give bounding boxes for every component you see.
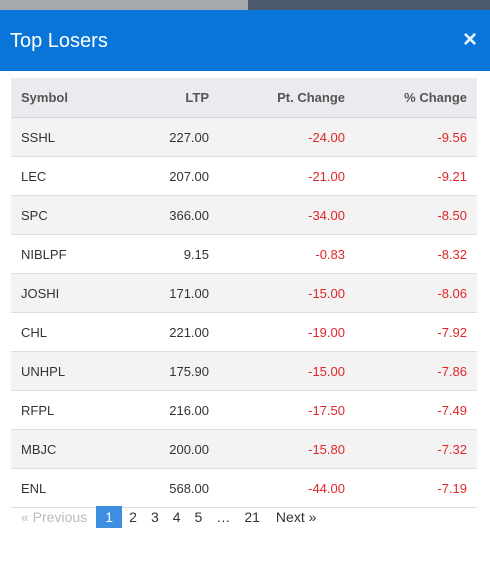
page-link-3[interactable]: 3: [150, 509, 159, 525]
cell-pt-change: -19.00: [219, 312, 355, 352]
table-row[interactable]: MBJC 200.00 -15.80 -7.32: [11, 429, 477, 469]
cell-pt-change: -44.00: [219, 468, 355, 508]
modal-title: Top Losers: [10, 30, 108, 52]
page-link-5[interactable]: 5: [194, 509, 203, 525]
previous-page-link: « Previous: [21, 509, 88, 525]
cell-pct-change: -9.56: [355, 117, 477, 157]
column-header-symbol[interactable]: Symbol: [11, 78, 109, 118]
cell-ltp: 9.15: [109, 234, 219, 274]
cell-ltp: 175.90: [109, 351, 219, 391]
page-link-4[interactable]: 4: [172, 509, 181, 525]
cell-ltp: 568.00: [109, 468, 219, 508]
cell-pct-change: -7.32: [355, 429, 477, 469]
modal-header: Top Losers ×: [0, 10, 490, 71]
page-link-1[interactable]: 1: [96, 506, 123, 528]
table-row[interactable]: UNHPL 175.90 -15.00 -7.86: [11, 351, 477, 391]
cell-pct-change: -7.92: [355, 312, 477, 352]
cell-pt-change: -21.00: [219, 156, 355, 196]
cell-pt-change: -15.00: [219, 273, 355, 313]
cell-symbol: SSHL: [11, 117, 109, 157]
cell-ltp: 216.00: [109, 390, 219, 430]
cell-pt-change: -15.00: [219, 351, 355, 391]
cell-pct-change: -9.21: [355, 156, 477, 196]
next-page-link[interactable]: Next »: [275, 509, 317, 525]
page-link-2[interactable]: 2: [129, 509, 137, 525]
pagination: « Previous 1 2 3 4 5 … 21 Next »: [14, 506, 323, 528]
cell-symbol: CHL: [11, 312, 109, 352]
cell-symbol: MBJC: [11, 429, 109, 469]
column-header-ltp[interactable]: LTP: [109, 78, 219, 118]
cell-pt-change: -34.00: [219, 195, 355, 235]
table-row[interactable]: NIBLPF 9.15 -0.83 -8.32: [11, 234, 477, 274]
table-row[interactable]: SSHL 227.00 -24.00 -9.56: [11, 117, 477, 157]
cell-symbol: UNHPL: [11, 351, 109, 391]
pagination-ellipsis: …: [216, 509, 231, 525]
cell-ltp: 366.00: [109, 195, 219, 235]
cell-symbol: SPC: [11, 195, 109, 235]
column-header-pct-change[interactable]: % Change: [355, 78, 477, 118]
cell-pct-change: -8.06: [355, 273, 477, 313]
page-link-21[interactable]: 21: [244, 509, 260, 525]
table-row[interactable]: ENL 568.00 -44.00 -7.19: [11, 468, 477, 508]
cell-symbol: NIBLPF: [11, 234, 109, 274]
background-segment-left: [0, 0, 248, 10]
column-header-pt-change[interactable]: Pt. Change: [219, 78, 355, 118]
cell-pct-change: -8.50: [355, 195, 477, 235]
cell-ltp: 171.00: [109, 273, 219, 313]
table-header-row: Symbol LTP Pt. Change % Change: [11, 78, 477, 118]
cell-pct-change: -8.32: [355, 234, 477, 274]
cell-ltp: 227.00: [109, 117, 219, 157]
cell-pct-change: -7.49: [355, 390, 477, 430]
background-page-strip: [0, 0, 490, 10]
table-row[interactable]: LEC 207.00 -21.00 -9.21: [11, 156, 477, 196]
cell-pt-change: -15.80: [219, 429, 355, 469]
background-segment-right: [248, 0, 490, 10]
cell-symbol: JOSHI: [11, 273, 109, 313]
cell-pt-change: -24.00: [219, 117, 355, 157]
top-losers-table: Symbol LTP Pt. Change % Change SSHL 227.…: [11, 78, 477, 508]
cell-symbol: ENL: [11, 468, 109, 508]
table-row[interactable]: JOSHI 171.00 -15.00 -8.06: [11, 273, 477, 313]
table-row[interactable]: RFPL 216.00 -17.50 -7.49: [11, 390, 477, 430]
table-row[interactable]: SPC 366.00 -34.00 -8.50: [11, 195, 477, 235]
cell-pct-change: -7.86: [355, 351, 477, 391]
cell-ltp: 221.00: [109, 312, 219, 352]
cell-symbol: RFPL: [11, 390, 109, 430]
close-icon[interactable]: ×: [462, 26, 477, 53]
cell-ltp: 207.00: [109, 156, 219, 196]
cell-pt-change: -17.50: [219, 390, 355, 430]
cell-pct-change: -7.19: [355, 468, 477, 508]
table-row[interactable]: CHL 221.00 -19.00 -7.92: [11, 312, 477, 352]
cell-symbol: LEC: [11, 156, 109, 196]
cell-pt-change: -0.83: [219, 234, 355, 274]
cell-ltp: 200.00: [109, 429, 219, 469]
